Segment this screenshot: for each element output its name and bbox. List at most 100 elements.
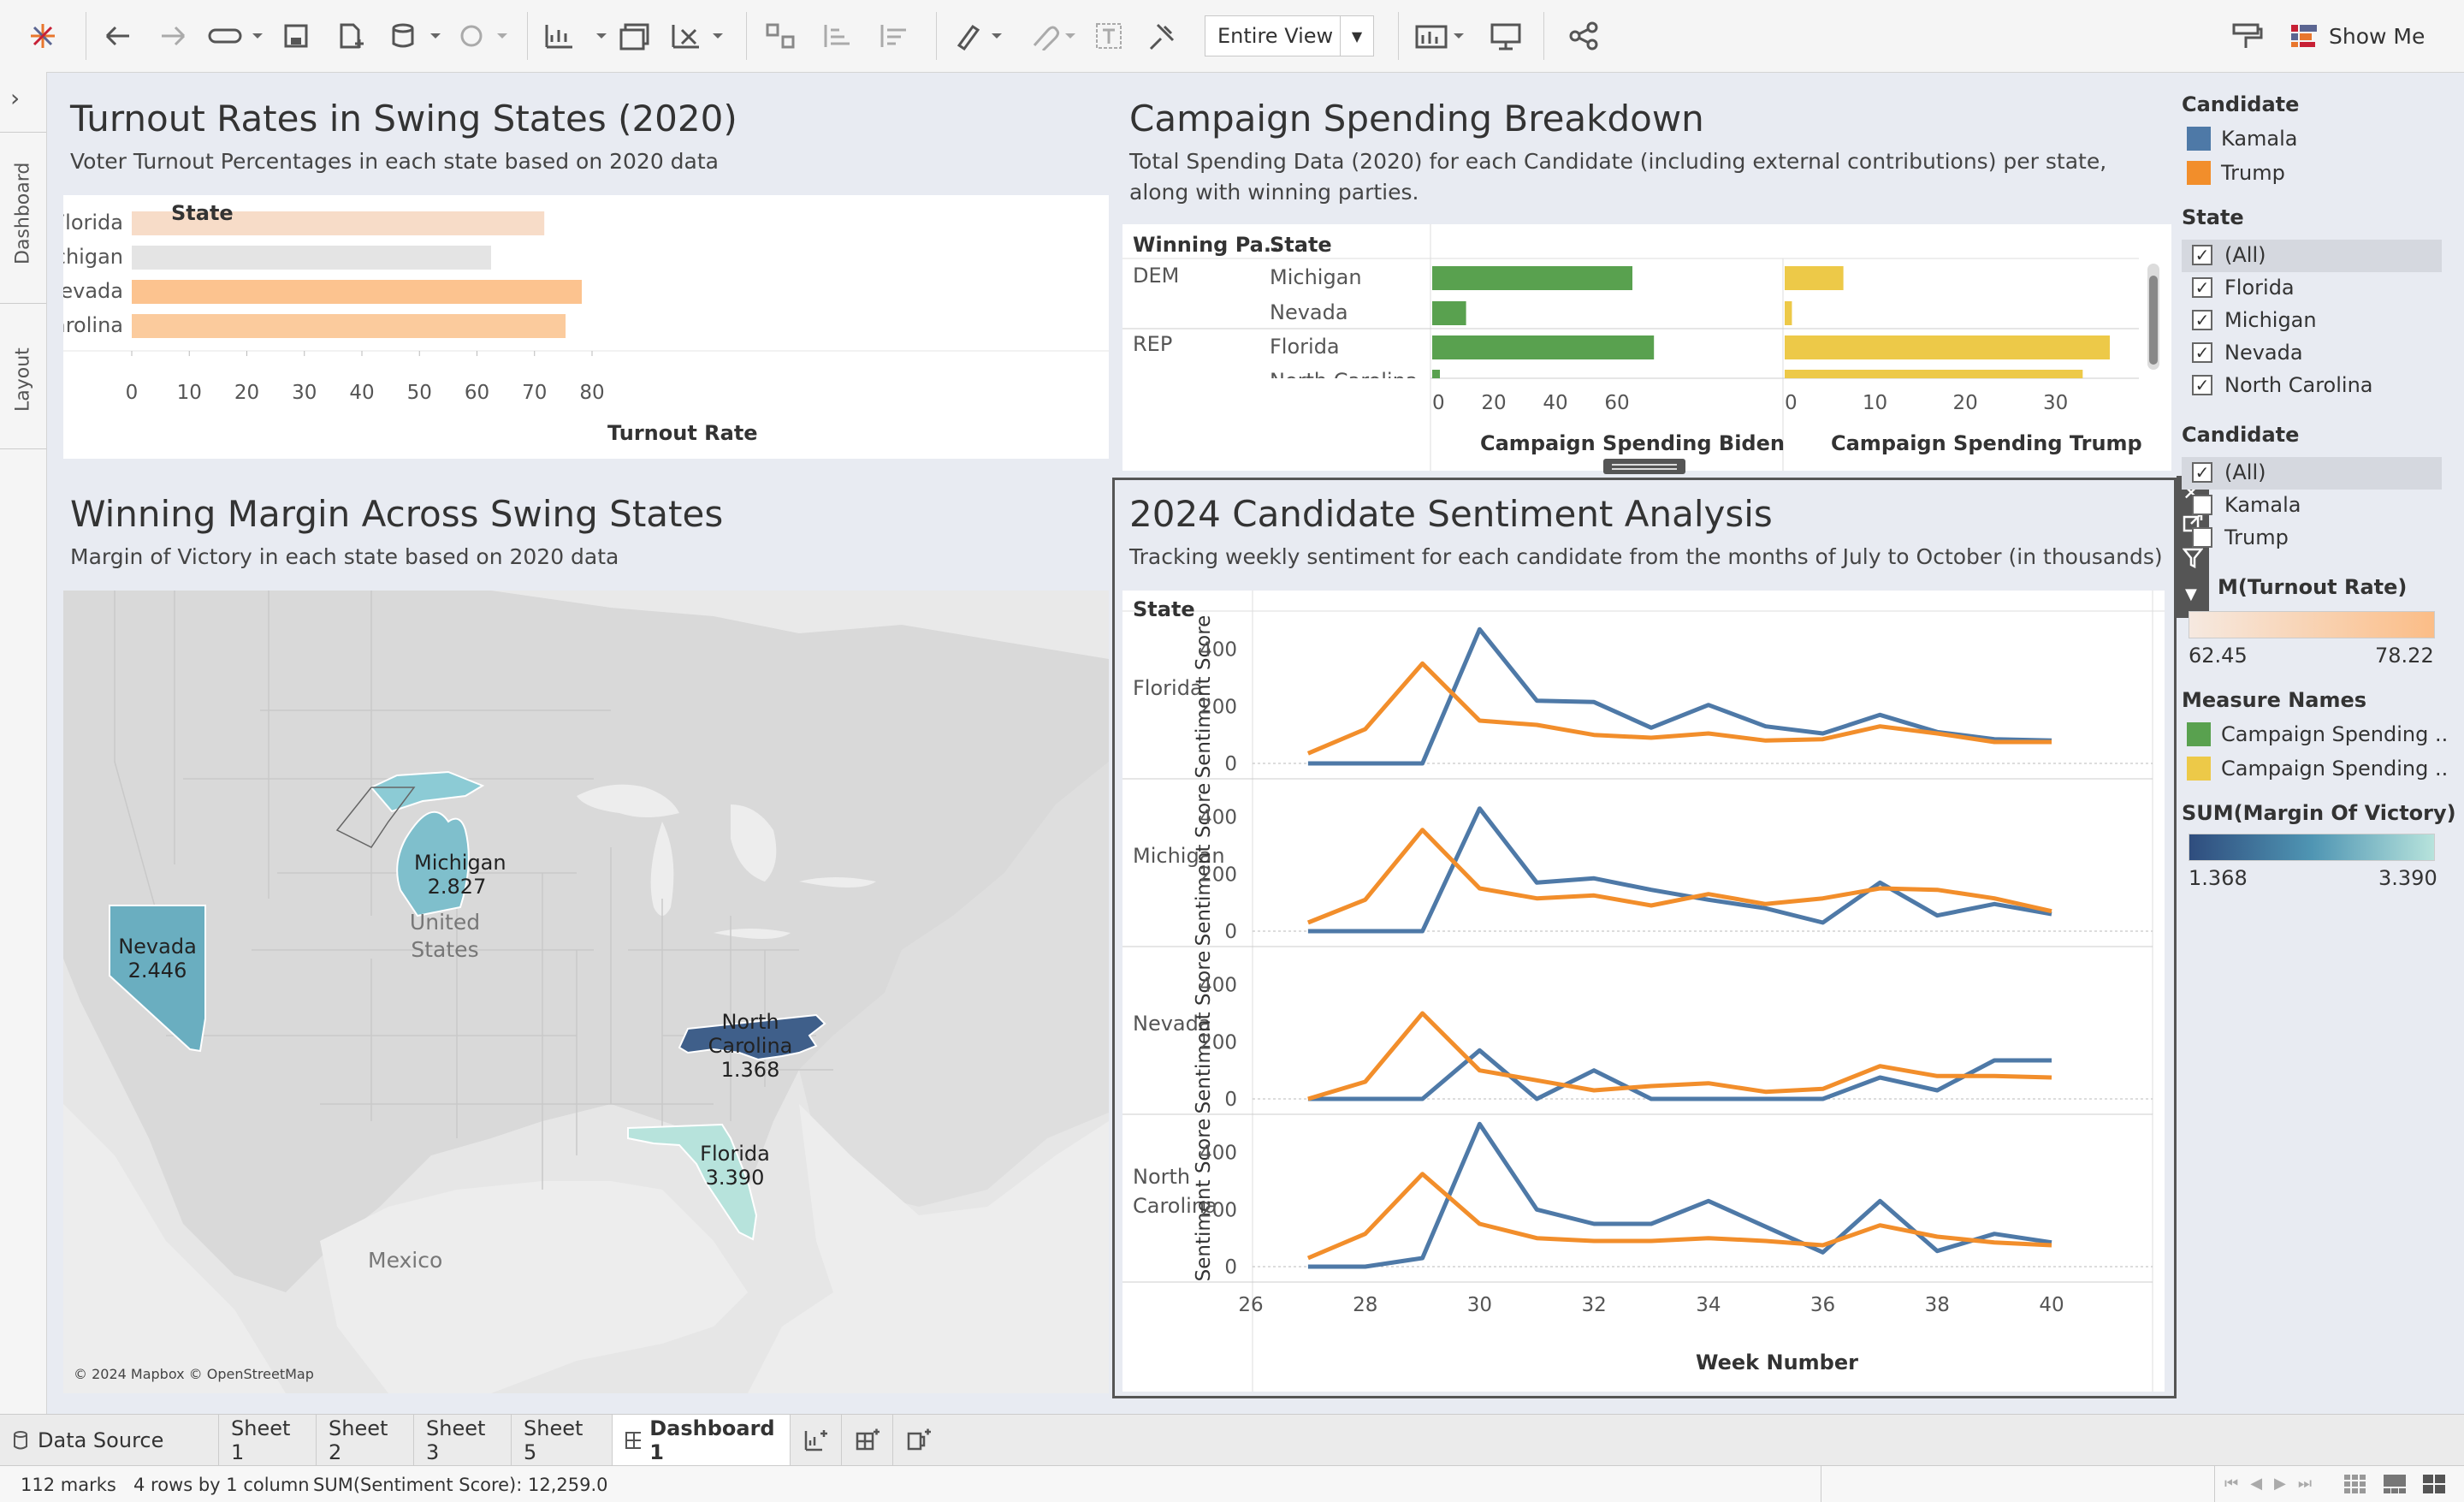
duplicate-icon[interactable] [616, 17, 654, 55]
spending-bar-biden-north-carolina [1432, 370, 1440, 378]
spending-scroll-thumb[interactable] [2149, 276, 2158, 365]
datasource-icon[interactable] [387, 17, 447, 55]
legend-kamala[interactable]: Kamala [2187, 127, 2297, 151]
turnout-header: State [171, 201, 234, 225]
expand-panel-icon[interactable]: › [10, 84, 21, 112]
filter-state-north-carolina[interactable]: ✓ North Carolina [2192, 373, 2373, 397]
sheet-navigation-icons[interactable]: ⏮◀▶⏭ [2224, 1475, 2325, 1493]
legend-trump[interactable]: Trump [2187, 161, 2285, 185]
spending-bar-trump-michigan [1785, 266, 1844, 290]
checkbox-checked[interactable]: ✓ [2192, 342, 2212, 363]
fit-view-select[interactable]: Entire View ▼ [1205, 15, 1374, 56]
view-grid-icon[interactable] [2344, 1475, 2366, 1498]
filter-icon[interactable] [2182, 548, 2204, 572]
map-label-michigan: Michigan 2.827 [414, 851, 506, 899]
sort-asc-icon[interactable] [818, 17, 856, 55]
filter-candidate-trump[interactable]: Trump [2192, 525, 2289, 549]
attach-icon[interactable] [1023, 17, 1080, 55]
legend-spending-biden[interactable]: Campaign Spending .. [2187, 722, 2448, 746]
checkbox-checked[interactable]: ✓ [2192, 310, 2212, 330]
tableau-logo-icon[interactable] [26, 17, 60, 55]
filter-state-florida[interactable]: ✓ Florida [2192, 276, 2295, 300]
turnout-xlabel: Turnout Rate [607, 421, 758, 445]
turnout-tick-40: 40 [349, 382, 374, 404]
legend-spending-trump[interactable]: Campaign Spending .. [2187, 757, 2448, 781]
turnout-row-label-north-carolina: North Carolina [63, 313, 123, 337]
sentiment-xtick-26: 26 [1238, 1294, 1263, 1316]
tab-sheet-3[interactable]: Sheet 3 [414, 1415, 512, 1466]
tab-dashboard[interactable]: Dashboard [12, 162, 34, 264]
sentiment-ylabel: Sentiment Score [1193, 783, 1215, 947]
new-datasource-icon[interactable] [334, 17, 368, 55]
new-story-tab-icon[interactable] [893, 1415, 945, 1466]
checkbox[interactable] [2192, 527, 2212, 548]
swatch [2187, 722, 2211, 746]
turnout-tick-10: 10 [177, 382, 202, 404]
format-painter-icon[interactable] [2228, 17, 2266, 55]
sentiment-xtick-40: 40 [2039, 1294, 2064, 1316]
tab-data-source[interactable]: Data Source [0, 1415, 219, 1466]
checkbox-checked[interactable]: ✓ [2192, 375, 2212, 395]
spending-row-label-florida: Florida [1270, 335, 1340, 359]
filter-state-all[interactable]: ✓ (All) [2192, 243, 2266, 267]
turnout-title: Turnout Rates in Swing States (2020) [70, 98, 737, 140]
sentiment-xlabel: Week Number [1696, 1351, 1858, 1374]
party-rep: REP [1133, 332, 1173, 356]
show-me-button[interactable]: Show Me [2289, 21, 2425, 51]
undo-icon[interactable] [99, 17, 137, 55]
pin-icon[interactable] [1145, 17, 1179, 55]
filter-state-nevada[interactable]: ✓ Nevada [2192, 341, 2303, 365]
sentiment-xtick-34: 34 [1696, 1294, 1721, 1316]
new-worksheet-icon[interactable] [541, 17, 609, 55]
pause-update-icon[interactable] [205, 17, 265, 55]
spending-bar-trump-north-carolina [1785, 370, 2083, 378]
turnout-bar-north-carolina [132, 314, 566, 338]
save-icon[interactable] [279, 17, 313, 55]
status-bar: 112 marks 4 rows by 1 column SUM(Sentime… [0, 1465, 2464, 1502]
highlight-icon[interactable] [950, 17, 1006, 55]
swatch [2187, 161, 2211, 185]
sentiment-chart: Florida Sentiment Score 0 200 400 Michigan Sen… [1122, 591, 2165, 1392]
legend-turnout-ramp [2189, 611, 2435, 638]
filter-candidate-all[interactable]: ✓ (All) [2192, 460, 2266, 484]
tab-layout[interactable]: Layout [12, 347, 34, 413]
chart-icon[interactable] [1412, 17, 1472, 55]
refresh-icon[interactable] [453, 17, 513, 55]
tab-sheet-2[interactable]: Sheet 2 [317, 1415, 414, 1466]
sentiment-ylabel: Sentiment Score [1193, 615, 1215, 779]
database-icon [14, 1431, 27, 1450]
new-dashboard-tab-icon[interactable] [842, 1415, 893, 1466]
new-worksheet-tab-icon[interactable] [791, 1415, 842, 1466]
swap-icon[interactable] [761, 17, 799, 55]
checkbox-checked[interactable]: ✓ [2192, 277, 2212, 298]
turnout-row-label-michigan: Michigan [63, 245, 123, 269]
checkbox-checked[interactable]: ✓ [2192, 462, 2212, 483]
turnout-chart: Florida Michigan Nevada North Carolina 0 10 20… [63, 195, 1109, 459]
sort-desc-icon[interactable] [874, 17, 912, 55]
filter-candidate-kamala[interactable]: Kamala [2192, 493, 2301, 517]
redo-icon[interactable] [154, 17, 192, 55]
tab-sheet-1[interactable]: Sheet 1 [219, 1415, 317, 1466]
legend-margin-max: 3.390 [2378, 866, 2437, 890]
checkbox[interactable] [2192, 495, 2212, 515]
spending-scrollbar[interactable] [2147, 264, 2159, 370]
show-me-icon [2291, 25, 2317, 47]
resize-handle[interactable] [1603, 459, 1685, 474]
tab-dashboard-1[interactable]: Dashboard 1 [613, 1415, 791, 1466]
presentation-icon[interactable] [1487, 17, 1525, 55]
margin-map[interactable]: Michigan 2.827 Nevada 2.446 North Carolina… [63, 591, 1109, 1393]
filter-state-michigan[interactable]: ✓ Michigan [2192, 308, 2317, 332]
sentiment-ytick-0: 0 [1224, 1089, 1237, 1111]
share-icon[interactable] [1566, 17, 1603, 55]
view-filmstrip-icon[interactable] [2384, 1475, 2406, 1498]
turnout-row-label-nevada: Nevada [63, 279, 123, 303]
spending-bars-group: Michigan Nevada Florida North Carolina [1270, 265, 2110, 378]
checkbox-checked[interactable]: ✓ [2192, 245, 2212, 265]
clear-icon[interactable] [667, 17, 727, 55]
text-icon[interactable] [1092, 17, 1126, 55]
view-tabs-icon[interactable] [2423, 1475, 2445, 1498]
tab-sheet-5[interactable]: Sheet 5 [512, 1415, 613, 1466]
more-options-icon[interactable]: ▼ [2185, 585, 2197, 603]
sentiment-xtick-36: 36 [1810, 1294, 1835, 1316]
